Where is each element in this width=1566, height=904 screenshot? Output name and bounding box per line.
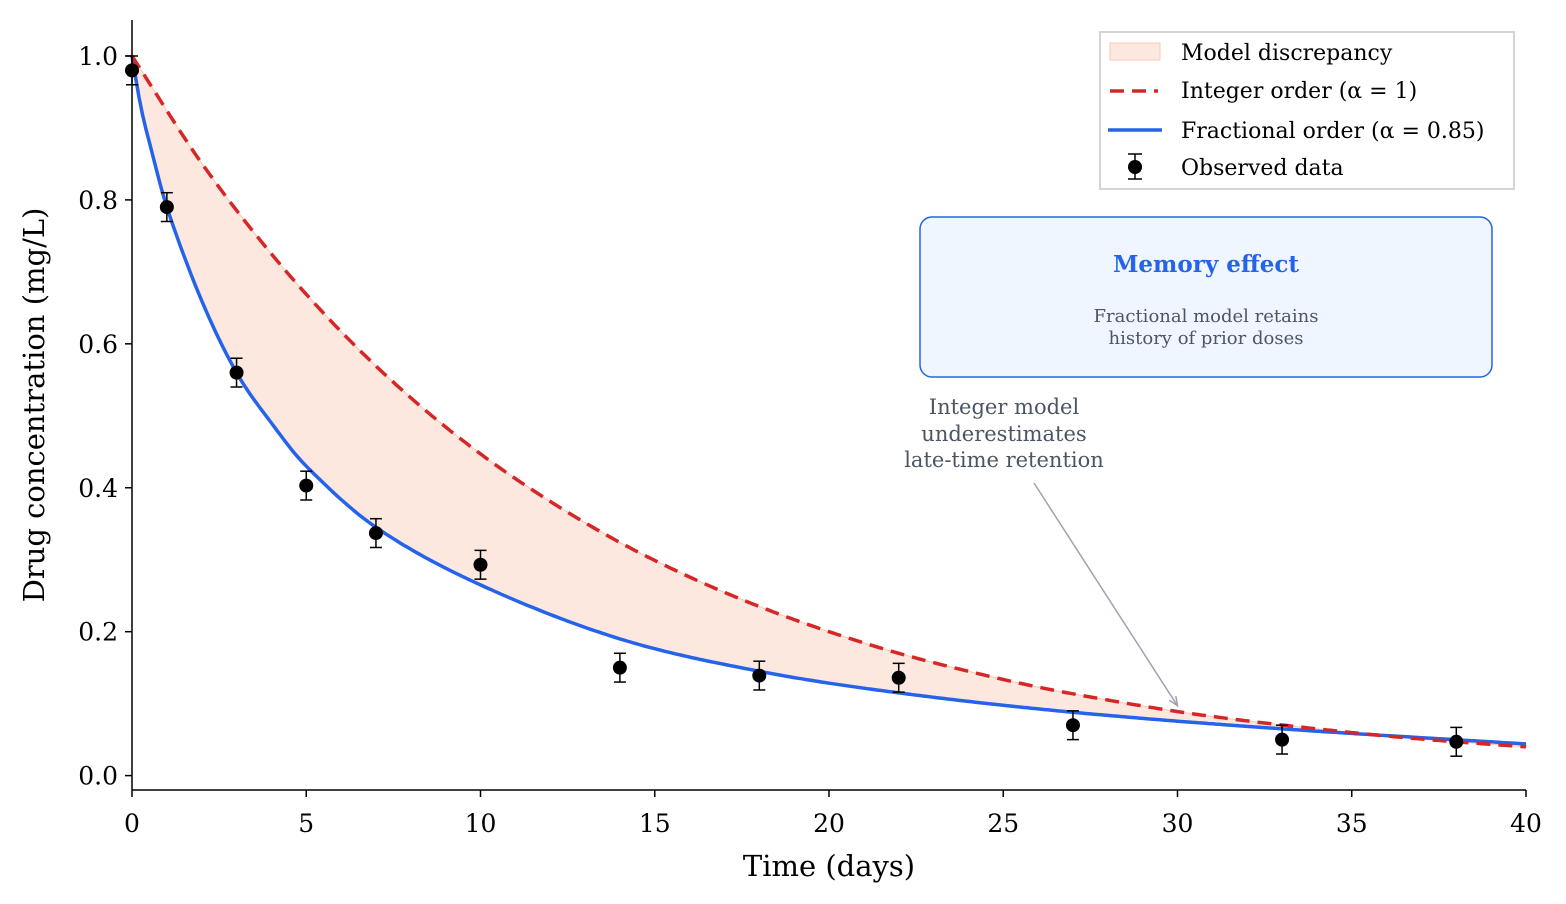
observed-points-layer — [125, 55, 1464, 757]
legend-swatch-fill — [1109, 42, 1161, 61]
data-point — [891, 670, 906, 685]
observed-point — [1275, 724, 1290, 755]
integer-order-line — [130, 55, 1527, 749]
annotation-line-2: underestimates — [921, 422, 1086, 446]
legend-swatch-observed — [1128, 153, 1142, 180]
legend-label-discrepancy: Model discrepancy — [1181, 41, 1393, 66]
x-axis-label: Time (days) — [743, 849, 915, 883]
observed-point — [891, 662, 906, 693]
observed-point — [612, 652, 627, 683]
observed-point — [229, 357, 244, 388]
data-point — [612, 660, 627, 675]
legend-label-observed: Observed data — [1181, 156, 1344, 181]
y-tick-label: 0.6 — [78, 330, 118, 359]
data-point — [473, 557, 488, 572]
textbox-title: Memory effect — [1113, 251, 1299, 278]
x-tick-label: 0 — [124, 809, 140, 838]
axes: 0 5 10 15 20 25 30 35 40 0.0 0.2 0.4 0.6 0.8 1.0 — [78, 20, 1542, 838]
memory-effect-box: Memory effect Fractional model retains h… — [919, 216, 1493, 378]
observed-point — [473, 549, 488, 580]
annotation-arrowhead — [1168, 695, 1179, 708]
legend-frame — [1099, 31, 1515, 190]
data-point — [1275, 732, 1290, 747]
y-tick-label: 0.0 — [78, 762, 118, 791]
y-axis-label: Drug concentration (mg/L) — [17, 208, 51, 603]
y-tick-label: 0.2 — [78, 618, 118, 647]
textbox-line-1: Fractional model retains — [1094, 306, 1319, 327]
data-point — [752, 668, 767, 683]
y-tick-label: 1.0 — [78, 42, 118, 71]
legend-label-integer: Integer order (α = 1) — [1181, 79, 1417, 104]
x-tick-label: 15 — [639, 809, 671, 838]
annotation: Integer model underestimates late-time r… — [904, 395, 1179, 708]
x-tick-label: 40 — [1510, 809, 1542, 838]
textbox-frame — [919, 216, 1493, 378]
textbox-line-2: history of prior doses — [1109, 328, 1304, 349]
observed-point — [1065, 710, 1080, 741]
y-tick-label: 0.8 — [78, 186, 118, 215]
observed-point — [299, 470, 314, 501]
data-point — [229, 365, 244, 380]
data-point — [159, 200, 174, 215]
annotation-line-1: Integer model — [929, 395, 1080, 419]
x-tick-label: 20 — [813, 809, 845, 838]
x-tick-label: 10 — [465, 809, 497, 838]
observed-point — [368, 517, 383, 549]
data-point — [368, 526, 383, 541]
x-tick-label: 30 — [1162, 809, 1194, 838]
data-point — [1449, 734, 1464, 749]
legend-label-fractional: Fractional order (α = 0.85) — [1181, 119, 1484, 144]
data-point — [299, 478, 314, 493]
x-tick-label: 35 — [1336, 809, 1368, 838]
x-tick-label: 5 — [298, 809, 314, 838]
series-lines-layer — [130, 55, 1527, 749]
legend: Model discrepancy Integer order (α = 1) … — [1099, 31, 1515, 190]
annotation-arrow — [1033, 482, 1179, 707]
observed-point — [159, 191, 174, 223]
annotation-line-3: late-time retention — [904, 448, 1104, 472]
data-point — [1065, 718, 1080, 733]
y-tick-label: 0.4 — [78, 474, 118, 503]
fractional-order-line — [130, 55, 1527, 746]
x-tick-label: 25 — [987, 809, 1019, 838]
observed-point — [1449, 726, 1464, 757]
observed-point — [752, 660, 767, 691]
